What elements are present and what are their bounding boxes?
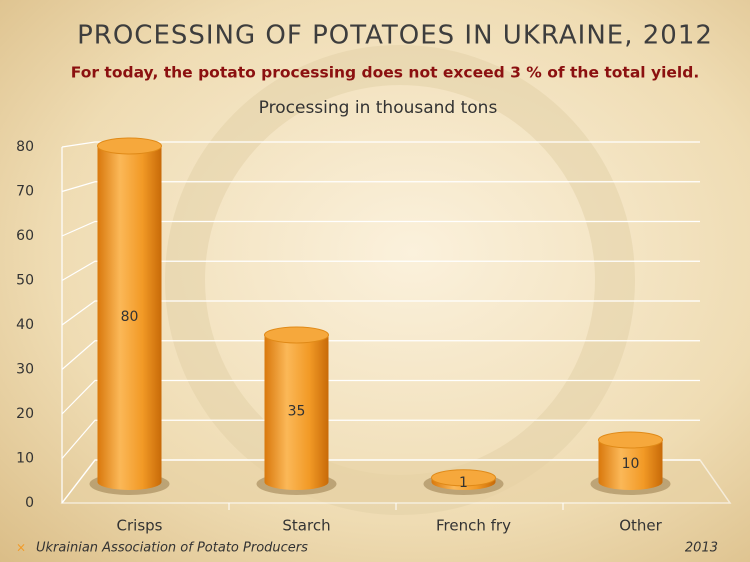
y-tick-label: 60 — [16, 228, 34, 244]
value-label: 80 — [121, 309, 139, 325]
grid-line — [61, 181, 700, 193]
grid-line — [61, 141, 700, 148]
bullet: × — [16, 541, 26, 555]
bar-cap — [598, 431, 663, 449]
slide-title: PROCESSING OF POTATOES IN UKRAINE, 2012 — [77, 21, 713, 51]
y-tick-label: 70 — [16, 184, 34, 200]
grid-line — [61, 379, 700, 415]
grid-line — [61, 300, 700, 326]
y-tick-label: 80 — [16, 139, 34, 155]
grid-line — [61, 459, 700, 504]
y-tick-label: 0 — [25, 495, 34, 511]
grid-line — [61, 340, 700, 370]
x-tick-label: French fry — [436, 517, 511, 535]
y-tick-label: 50 — [16, 273, 34, 289]
bar-cap — [97, 137, 162, 155]
y-tick-label: 30 — [16, 362, 34, 378]
chart-title: Processing in thousand tons — [259, 98, 498, 118]
grid-line — [61, 260, 700, 282]
subtitle: For today, the potato processing does no… — [71, 64, 699, 82]
bar-cap — [264, 326, 329, 344]
y-tick-label: 10 — [16, 451, 34, 467]
value-label: 1 — [459, 475, 468, 491]
footer: Ukrainian Association of Potato Producer… — [36, 541, 308, 556]
value-label: 35 — [288, 404, 306, 420]
y-tick-label: 40 — [16, 317, 34, 333]
bar — [97, 146, 162, 490]
bar — [264, 335, 329, 490]
grid-line — [61, 220, 700, 237]
x-tick-label: Starch — [282, 517, 330, 535]
value-label: 10 — [622, 456, 640, 472]
x-tick-label: Crisps — [117, 517, 163, 535]
bar-cap — [431, 469, 496, 487]
grid-line — [61, 419, 700, 459]
x-tick-label: Other — [619, 517, 662, 535]
footer-year: 2013 — [685, 541, 718, 556]
bar — [598, 440, 663, 490]
y-tick-label: 20 — [16, 406, 34, 422]
